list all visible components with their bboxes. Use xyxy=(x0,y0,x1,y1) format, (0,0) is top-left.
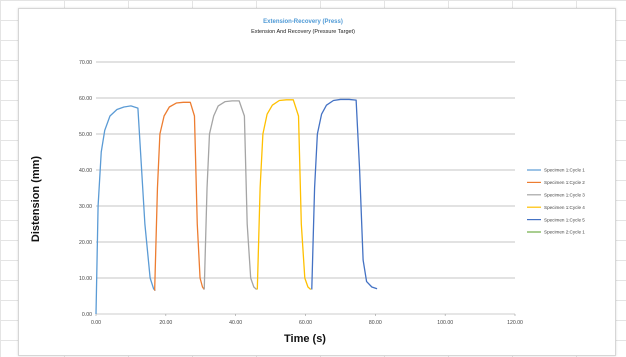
x-axis-label: Time (s) xyxy=(284,333,326,345)
y-axis-ticks: 0.00 10.00 20.00 30.00 40.00 50.00 60.00 70.00 xyxy=(79,60,92,318)
legend-item[interactable]: Specimen 1:Cycle 2 xyxy=(527,180,585,185)
series-line-1 xyxy=(95,105,156,315)
y-tick-label: 20.00 xyxy=(79,240,92,246)
legend-item[interactable]: Specimen 1:Cycle 3 xyxy=(527,193,585,198)
series-line-2 xyxy=(154,101,205,291)
chart-title: Extension-Recovery (Press) xyxy=(263,19,343,25)
x-tick-label: 0.00 xyxy=(91,320,101,326)
legend-label: Specimen 1:Cycle 4 xyxy=(544,205,585,210)
x-axis-ticks: 0.00 20.00 40.00 60.00 80.00 100.00 120.00 xyxy=(91,314,523,326)
legend-item[interactable]: Specimen 1:Cycle 1 xyxy=(527,168,585,173)
legend-item[interactable]: Specimen 1:Cycle 4 xyxy=(527,205,585,210)
x-tick-label: 60.00 xyxy=(299,320,312,326)
x-tick-label: 40.00 xyxy=(229,320,242,326)
legend-label: Specimen 1:Cycle 2 xyxy=(544,180,585,185)
y-tick-label: 10.00 xyxy=(79,276,92,282)
x-tick-label: 120.00 xyxy=(507,320,523,326)
series-line-5 xyxy=(311,98,378,290)
x-tick-label: 80.00 xyxy=(369,320,382,326)
y-tick-label: 0.00 xyxy=(82,312,92,318)
y-axis-label: Distension (mm) xyxy=(30,156,42,243)
y-tick-label: 60.00 xyxy=(79,96,92,102)
series-lines xyxy=(95,98,378,315)
legend-label: Specimen 2:Cycle 1 xyxy=(544,230,585,235)
legend-label: Specimen 1:Cycle 1 xyxy=(544,168,585,173)
y-tick-label: 70.00 xyxy=(79,60,92,66)
chart-area[interactable]: Extension-Recovery (Press) Extension And… xyxy=(18,8,616,356)
gridlines xyxy=(96,61,515,315)
chart-subtitle: Extension And Recovery (Pressure Target) xyxy=(251,29,355,35)
x-tick-label: 100.00 xyxy=(437,320,453,326)
legend-label: Specimen 1:Cycle 3 xyxy=(544,193,585,198)
y-tick-label: 50.00 xyxy=(79,132,92,138)
y-tick-label: 40.00 xyxy=(79,168,92,174)
legend-item[interactable]: Specimen 1:Cycle 5 xyxy=(527,217,585,222)
legend[interactable]: Specimen 1:Cycle 1 Specimen 1:Cycle 2 Spec… xyxy=(527,168,585,235)
y-tick-label: 30.00 xyxy=(79,204,92,210)
legend-item[interactable]: Specimen 2:Cycle 1 xyxy=(527,230,585,235)
series-line-3 xyxy=(203,100,258,291)
x-tick-label: 20.00 xyxy=(159,320,172,326)
series-line-4 xyxy=(256,99,312,291)
legend-label: Specimen 1:Cycle 5 xyxy=(544,217,585,222)
chart-svg: Extension-Recovery (Press) Extension And… xyxy=(30,19,585,345)
